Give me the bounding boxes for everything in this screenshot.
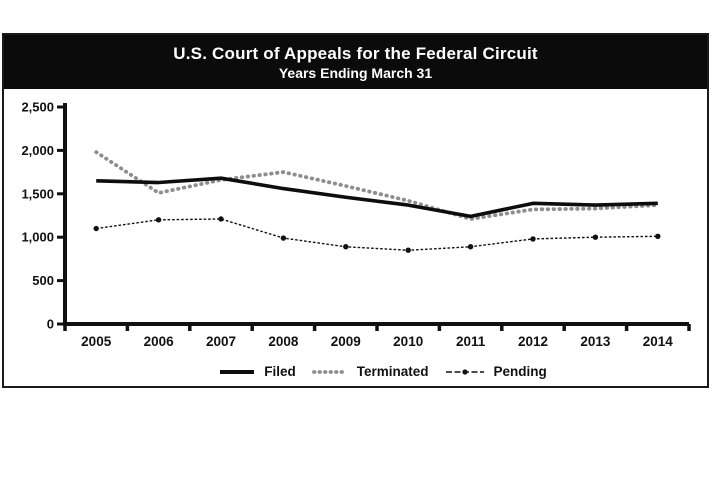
pending-line-icon	[445, 368, 484, 375]
axes	[63, 103, 689, 326]
legend-label-pending: Pending	[493, 364, 547, 379]
x-tick-label: 2013	[580, 334, 611, 349]
filed-line-icon	[220, 369, 255, 374]
y-tick-label: 1,500	[21, 186, 54, 201]
chart-title-bar: U.S. Court of Appeals for the Federal Ci…	[4, 35, 707, 89]
pending-marker	[343, 244, 349, 250]
pending-marker	[405, 247, 411, 253]
y-tick-label: 2,000	[21, 143, 54, 158]
x-tick-label: 2014	[643, 334, 674, 349]
terminated-line-icon	[311, 369, 349, 374]
series-pending	[93, 216, 661, 253]
y-tick-label: 1,000	[21, 230, 54, 245]
pending-marker	[467, 244, 474, 250]
x-tick-label: 2012	[518, 334, 548, 349]
x-tick-label: 2009	[331, 334, 361, 349]
pending-marker	[655, 233, 661, 240]
x-tick-label: 2005	[81, 334, 112, 349]
legend-item-pending: Pending	[444, 364, 547, 379]
x-tick-label: 2010	[393, 334, 423, 349]
y-tick-label: 0	[47, 317, 54, 332]
y-tick-label: 2,500	[21, 100, 54, 115]
pending-marker	[280, 235, 287, 241]
x-tick-label: 2007	[206, 334, 236, 349]
chart-subtitle: Years Ending March 31	[278, 64, 433, 81]
x-tick-label: 2006	[144, 334, 175, 349]
legend-item-terminated: Terminated	[311, 364, 429, 379]
pending-marker	[592, 234, 599, 240]
x-tick-label: 2011	[456, 334, 486, 349]
chart-legend: Filed Terminated Pending	[4, 364, 707, 379]
x-axis-ticks: 2005 2006 2007 2008 2009 2010 2011 2012 2013 2014	[63, 324, 691, 349]
pending-marker	[93, 225, 99, 232]
pending-marker	[155, 217, 162, 223]
pending-marker	[218, 216, 224, 222]
legend-label-filed: Filed	[264, 364, 296, 379]
y-axis-ticks: 0 500 1,000 1,500 2,000 2,500	[21, 100, 65, 332]
chart-title: U.S. Court of Appeals for the Federal Ci…	[173, 43, 538, 63]
legend-label-terminated: Terminated	[356, 364, 429, 379]
series-filed	[96, 176, 658, 219]
chart-panel: U.S. Court of Appeals for the Federal Ci…	[2, 33, 709, 388]
line-chart: 0 500 1,000 1,500 2,000 2,500 2005 2006 2007 2008…	[21, 100, 691, 349]
x-tick-label: 2008	[268, 334, 299, 349]
legend-item-filed: Filed	[218, 364, 296, 379]
pending-marker	[530, 236, 536, 242]
y-tick-label: 500	[32, 273, 54, 288]
series-terminated	[94, 150, 660, 221]
